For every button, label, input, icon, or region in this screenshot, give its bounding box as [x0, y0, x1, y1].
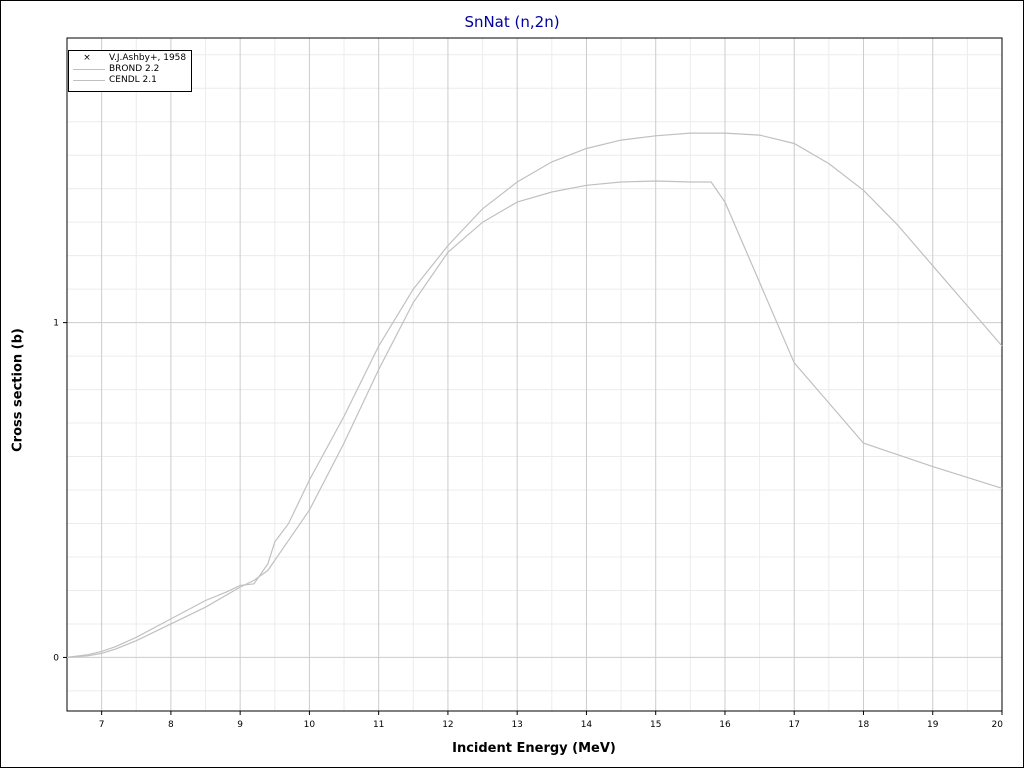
x-tick-label: 18: [858, 720, 870, 730]
x-tick-label: 8: [168, 720, 174, 730]
x-tick-label: 13: [511, 720, 522, 730]
x-axis-label: Incident Energy (MeV): [452, 741, 616, 756]
x-tick-label: 20: [992, 720, 1004, 730]
x-tick-label: 19: [927, 720, 939, 730]
x-tick-label: 12: [442, 720, 453, 730]
series-line-cendl-2-1: [66, 132, 1003, 658]
cross-marker-icon: ×: [83, 53, 91, 63]
x-tick-label: 7: [99, 720, 105, 730]
x-tick-label: 10: [304, 720, 316, 730]
line-swatch-icon: [73, 69, 105, 70]
legend: × V.J.Ashby+, 1958 BROND 2.2 CENDL 2.1: [68, 50, 192, 92]
legend-label: V.J.Ashby+, 1958: [109, 53, 187, 63]
legend-item-brond: BROND 2.2: [69, 64, 191, 75]
x-tick-label: 16: [719, 720, 731, 730]
x-tick-label: 14: [581, 720, 593, 730]
x-tick-label: 9: [237, 720, 243, 730]
chart-title: SnNat (n,2n): [464, 13, 560, 31]
x-tick-label: 11: [373, 720, 384, 730]
y-axis-label: Cross section (b): [10, 328, 26, 452]
y-tick-label: 0: [53, 653, 59, 663]
y-tick-label: 1: [53, 319, 59, 329]
legend-label: CENDL 2.1: [109, 75, 157, 85]
legend-label: BROND 2.2: [109, 64, 160, 74]
series-line-brond-2-2: [66, 180, 1003, 658]
line-swatch-icon: [73, 80, 105, 81]
x-tick-label: 17: [788, 720, 799, 730]
legend-item-ashby: × V.J.Ashby+, 1958: [69, 53, 191, 64]
x-tick-label: 15: [650, 720, 661, 730]
legend-item-cendl: CENDL 2.1: [69, 75, 191, 86]
